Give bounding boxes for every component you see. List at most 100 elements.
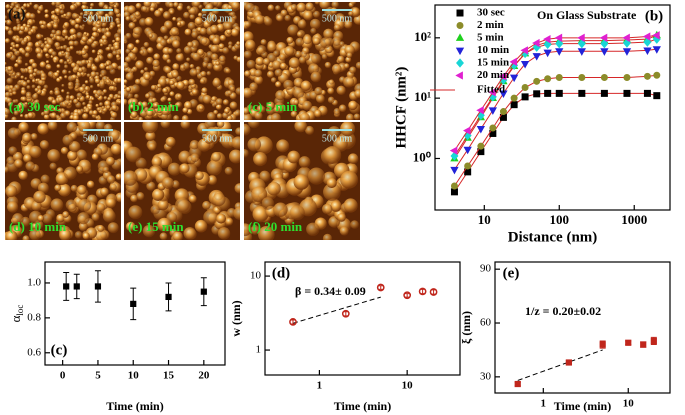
grain xyxy=(5,52,13,59)
grain xyxy=(12,213,24,225)
grain xyxy=(203,209,218,225)
grain xyxy=(88,106,92,110)
grain xyxy=(86,62,93,68)
grain xyxy=(50,198,64,212)
grain xyxy=(288,57,300,69)
grain xyxy=(223,67,231,74)
x-tick-label: 15 xyxy=(163,370,175,382)
grain xyxy=(92,26,98,32)
grain xyxy=(244,107,250,115)
grain xyxy=(107,222,119,234)
grain xyxy=(25,46,32,53)
grain xyxy=(191,31,198,38)
grain xyxy=(101,34,108,41)
grain xyxy=(206,160,222,176)
grain xyxy=(62,134,74,146)
grain xyxy=(29,13,36,20)
grain xyxy=(88,100,93,105)
grain xyxy=(343,76,355,88)
grain xyxy=(77,212,90,225)
grain xyxy=(327,87,335,95)
grain xyxy=(5,166,10,173)
marker xyxy=(653,92,661,100)
grain xyxy=(146,56,154,65)
grain xyxy=(74,82,81,88)
grain xyxy=(103,96,108,100)
marker xyxy=(464,162,472,170)
grain xyxy=(15,5,20,9)
grain xyxy=(16,27,21,32)
marker xyxy=(63,283,70,290)
grain xyxy=(110,111,118,119)
grain xyxy=(305,125,315,135)
grain xyxy=(125,146,142,163)
x-tick-label: 1 xyxy=(541,398,547,410)
grain xyxy=(348,100,358,111)
panel-label: (b) xyxy=(645,8,663,24)
grain xyxy=(117,95,121,99)
x-tick-label: 10 xyxy=(623,398,635,410)
grain xyxy=(162,11,171,19)
grain xyxy=(90,71,97,78)
grain xyxy=(62,29,68,35)
image-label: (b) 2 min xyxy=(128,99,179,114)
grain xyxy=(199,36,208,45)
x-tick-label: 10 xyxy=(478,212,491,227)
grain xyxy=(235,87,240,95)
grain xyxy=(61,83,65,87)
grain xyxy=(47,96,54,102)
grain xyxy=(95,122,106,131)
grain xyxy=(176,93,182,99)
grain xyxy=(315,94,325,104)
grain xyxy=(107,53,114,60)
grain xyxy=(17,59,23,65)
grain xyxy=(15,43,20,48)
grain xyxy=(251,186,268,203)
grain xyxy=(131,84,140,93)
grain xyxy=(157,199,169,211)
grain xyxy=(333,24,341,32)
grain xyxy=(11,87,17,93)
grain xyxy=(60,45,64,50)
grain xyxy=(276,139,290,153)
grain xyxy=(37,123,49,135)
x-axis-label: Time (min) xyxy=(106,399,163,413)
grain xyxy=(167,97,172,102)
grain xyxy=(100,27,107,34)
marker xyxy=(555,38,564,49)
grain xyxy=(8,146,18,156)
marker xyxy=(450,182,458,190)
grain xyxy=(244,148,249,158)
marker xyxy=(341,309,350,318)
marker xyxy=(73,283,80,290)
grain xyxy=(32,72,37,77)
grain xyxy=(44,9,49,14)
grain xyxy=(56,35,62,42)
legend-label: 15 min xyxy=(477,57,509,69)
grain xyxy=(103,39,107,43)
grain xyxy=(229,149,240,164)
grain xyxy=(233,206,240,221)
grain xyxy=(264,17,273,26)
grain xyxy=(117,65,121,71)
grain xyxy=(225,217,234,226)
grain xyxy=(145,93,151,99)
grain xyxy=(302,100,313,111)
marker xyxy=(577,38,586,49)
grain xyxy=(330,200,342,212)
marker xyxy=(555,73,563,81)
grain xyxy=(345,113,355,120)
grain xyxy=(200,70,207,77)
grain xyxy=(142,122,159,134)
grain xyxy=(105,61,111,66)
grain xyxy=(275,5,281,11)
grain xyxy=(228,44,233,50)
grain xyxy=(37,182,49,194)
grain xyxy=(170,26,179,36)
grain xyxy=(309,18,321,30)
grain xyxy=(202,94,212,104)
grain xyxy=(83,45,89,51)
grain xyxy=(95,103,99,108)
grain xyxy=(108,2,115,5)
grain xyxy=(45,53,50,58)
